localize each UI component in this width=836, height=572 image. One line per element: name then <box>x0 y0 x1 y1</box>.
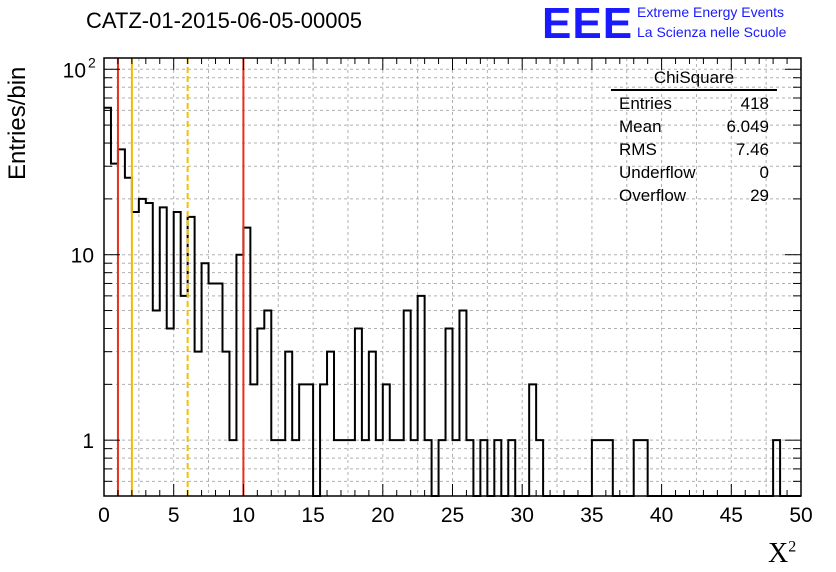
x-tick-label: 20 <box>371 504 394 527</box>
y-tick-label-sup: 2 <box>88 54 96 70</box>
x-tick-label: 10 <box>232 504 255 527</box>
stats-box: ChiSquare Entries 418 Mean 6.049 RMS 7.46 U… <box>611 68 777 207</box>
logo-line-1: Extreme Energy Events <box>637 4 785 20</box>
stats-row-rms: RMS 7.46 <box>611 138 777 161</box>
y-tick-label: 10 <box>63 59 86 82</box>
stats-row-entries: Entries 418 <box>611 92 777 115</box>
x-axis-label: X2 <box>768 538 796 570</box>
x-axis-label-base: X <box>768 538 789 569</box>
stats-value: 29 <box>750 186 769 205</box>
stats-label: Mean <box>619 117 662 136</box>
y-axis-label: Entries/bin <box>4 66 31 180</box>
y-tick-label: 10 <box>71 245 94 268</box>
stats-label: Underflow <box>619 163 696 182</box>
stats-title: ChiSquare <box>611 68 777 91</box>
x-tick-label: 25 <box>441 504 464 527</box>
stats-value: 418 <box>740 94 769 113</box>
stats-value: 7.46 <box>735 140 769 159</box>
chart-title: CATZ-01-2015-06-05-00005 <box>86 8 362 33</box>
x-tick-label: 50 <box>789 504 812 527</box>
eee-logo: EEE <box>542 0 634 48</box>
histogram-outline <box>104 106 801 497</box>
x-tick-label: 35 <box>580 504 603 527</box>
x-tick-label: 30 <box>511 504 534 527</box>
stats-row-underflow: Underflow 0 <box>611 161 777 184</box>
stats-value: 0 <box>759 163 769 182</box>
x-tick-label: 40 <box>650 504 673 527</box>
stats-row-mean: Mean 6.049 <box>611 115 777 138</box>
x-tick-label: 45 <box>720 504 743 527</box>
stats-label: Overflow <box>619 186 687 205</box>
stats-label: Entries <box>619 94 672 113</box>
x-axis-label-sup: 2 <box>788 538 797 556</box>
x-tick-label: 15 <box>301 504 324 527</box>
y-tick-label: 1 <box>82 430 94 453</box>
stats-label: RMS <box>619 140 657 159</box>
x-tick-label: 5 <box>168 504 180 527</box>
logo-line-2: La Scienza nelle Scuole <box>637 24 787 40</box>
x-tick-label: 0 <box>98 504 110 527</box>
stats-value: 6.049 <box>726 117 769 136</box>
stats-row-overflow: Overflow 29 <box>611 184 777 207</box>
